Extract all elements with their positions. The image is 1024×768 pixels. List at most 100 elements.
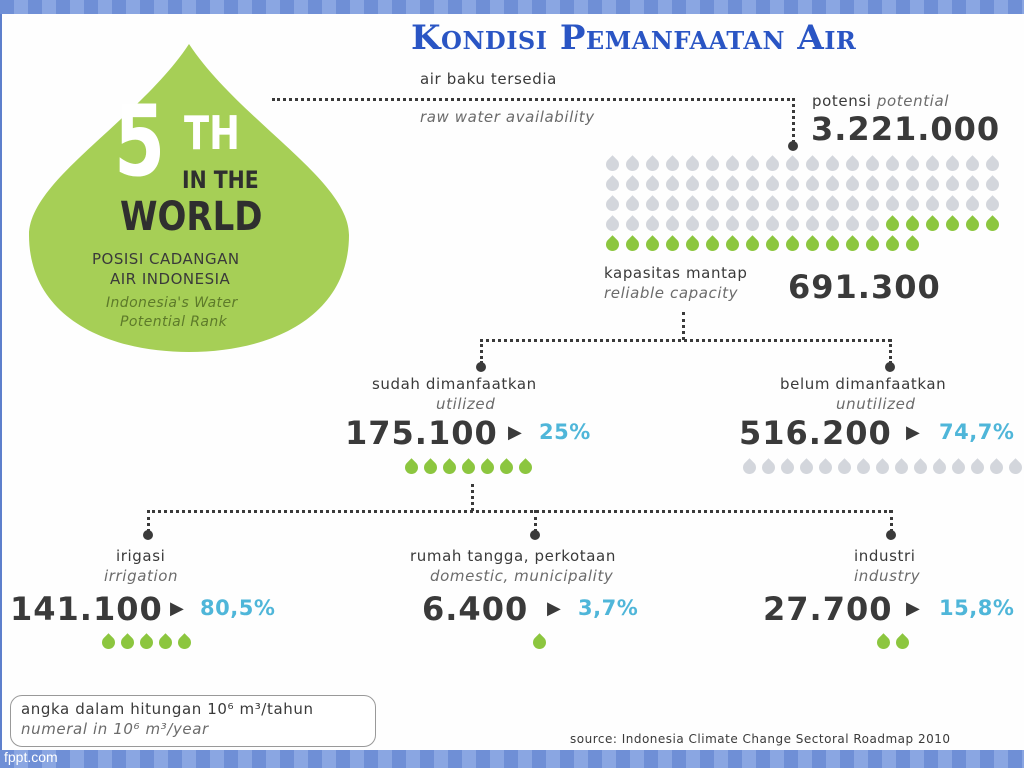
- water-drop-icon: [723, 235, 742, 254]
- unutilized-connector: [889, 339, 892, 364]
- water-drop-icon: [759, 458, 778, 477]
- unit-footnote-id: angka dalam hitungan 10⁶ m³/tahun: [21, 700, 314, 718]
- water-drop-icon: [854, 458, 873, 477]
- watermark: fppt.com: [4, 749, 58, 765]
- water-drop-icon: [863, 195, 882, 214]
- water-drop-icon: [923, 155, 942, 174]
- water-drop-icon: [883, 215, 902, 234]
- utilized-percent: 25%: [539, 420, 591, 444]
- water-drop-icon: [983, 195, 1002, 214]
- water-drop-icon: [843, 175, 862, 194]
- water-drop-icon: [643, 215, 662, 234]
- domestic-connector: [534, 510, 537, 532]
- water-drop-icon: [497, 458, 516, 477]
- unutilized-label-en: unutilized: [836, 395, 916, 413]
- utilized-connector-end: [476, 362, 486, 372]
- domestic-percent: 3,7%: [578, 596, 639, 620]
- water-drop-icon: [723, 215, 742, 234]
- water-drop-icon: [763, 195, 782, 214]
- water-drop-icon: [783, 235, 802, 254]
- irrigation-arrow-icon: ▶: [170, 598, 184, 619]
- slide-frame-top: [0, 0, 1024, 14]
- water-drop-icon: [949, 458, 968, 477]
- irrigation-percent: 80,5%: [200, 596, 276, 620]
- water-drop-icon: [816, 458, 835, 477]
- water-drop-icon: [530, 633, 549, 652]
- water-drop-icon: [803, 175, 822, 194]
- raw-water-label-en: raw water availability: [420, 108, 595, 126]
- water-drop-icon: [623, 215, 642, 234]
- utilized-value: 175.100: [345, 414, 498, 452]
- water-drop-icon: [843, 155, 862, 174]
- rank-caption-en-2: Potential Rank: [120, 314, 228, 330]
- potential-label-en: potential: [876, 92, 949, 110]
- water-drop-icon: [903, 235, 922, 254]
- raw-water-connector: [272, 98, 795, 101]
- water-drop-icon: [883, 195, 902, 214]
- domestic-label: rumah tangga, perkotaan: [410, 547, 616, 565]
- reliable-label-en: reliable capacity: [604, 284, 739, 302]
- domestic-value: 6.400: [422, 590, 529, 628]
- water-drop-icon: [156, 633, 175, 652]
- water-drop-icon: [783, 175, 802, 194]
- water-drop-icon: [883, 235, 902, 254]
- water-drop-icon: [983, 215, 1002, 234]
- water-drop-icon: [943, 155, 962, 174]
- water-drop-icon: [623, 175, 642, 194]
- water-drop-icon: [643, 175, 662, 194]
- water-drop-icon: [603, 155, 622, 174]
- potential-value: 3.221.000: [811, 110, 1001, 148]
- water-drop-icon: [835, 458, 854, 477]
- water-drop-icon: [603, 195, 622, 214]
- water-drop-icon: [903, 175, 922, 194]
- breakdown-connector: [471, 484, 474, 511]
- irrigation-label: irigasi: [116, 547, 166, 565]
- domestic-label-en: domestic, municipality: [430, 567, 614, 585]
- water-drop-icon: [803, 155, 822, 174]
- water-drop-icon: [803, 235, 822, 254]
- reliable-label: kapasitas mantap: [604, 264, 748, 282]
- water-drop-icon: [703, 195, 722, 214]
- irrigation-value: 141.100: [10, 590, 163, 628]
- potential-drop-grid: [603, 155, 1008, 254]
- water-drop-icon: [963, 155, 982, 174]
- water-drop-icon: [903, 215, 922, 234]
- water-drop-icon: [723, 195, 742, 214]
- water-drop-icon: [743, 155, 762, 174]
- industry-arrow-icon: ▶: [906, 598, 920, 619]
- water-drop-icon: [683, 215, 702, 234]
- water-drop-icon: [923, 195, 942, 214]
- raw-water-label: air baku tersedia: [420, 70, 557, 88]
- water-drop-icon: [703, 215, 722, 234]
- rank-drop-icon: [29, 44, 349, 352]
- water-drop-icon: [623, 195, 642, 214]
- water-drop-icon: [963, 215, 982, 234]
- water-drop-icon: [843, 215, 862, 234]
- unit-footnote-en: numeral in 10⁶ m³/year: [21, 720, 209, 738]
- water-drop-icon: [421, 458, 440, 477]
- water-drop-icon: [703, 235, 722, 254]
- industry-percent: 15,8%: [939, 596, 1015, 620]
- potential-connector-end: [788, 141, 798, 151]
- water-drop-icon: [703, 155, 722, 174]
- water-drop-icon: [803, 215, 822, 234]
- water-drop-icon: [823, 215, 842, 234]
- water-drop-icon: [943, 175, 962, 194]
- water-drop-icon: [478, 458, 497, 477]
- water-drop-icon: [783, 155, 802, 174]
- water-drop-icon: [663, 175, 682, 194]
- water-drop-icon: [683, 155, 702, 174]
- utilized-label-en: utilized: [436, 395, 496, 413]
- water-drop-icon: [763, 155, 782, 174]
- rank-caption-id-2: AIR INDONESIA: [110, 270, 231, 288]
- water-drop-icon: [137, 633, 156, 652]
- water-drop-icon: [783, 195, 802, 214]
- breakdown-split-connector: [147, 510, 892, 513]
- water-drop-icon: [778, 458, 797, 477]
- water-drop-icon: [643, 235, 662, 254]
- rank-badge: 5: [114, 93, 182, 191]
- water-drop-icon: [1006, 458, 1024, 477]
- water-drop-icon: [843, 195, 862, 214]
- reliable-connector: [682, 312, 685, 340]
- water-drop-icon: [743, 195, 762, 214]
